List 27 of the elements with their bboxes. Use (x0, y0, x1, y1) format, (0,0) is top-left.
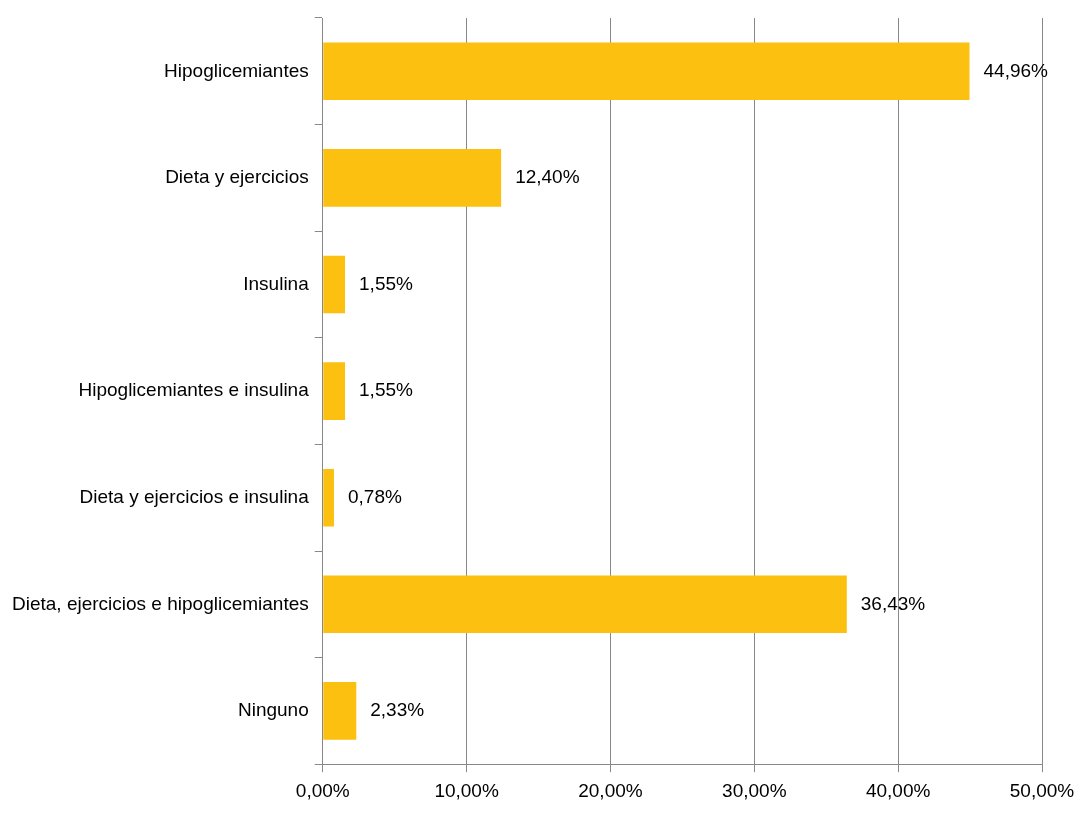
data-label: 12,40% (515, 166, 580, 188)
x-tick-label: 0,00% (295, 779, 350, 801)
data-label: 0,78% (347, 485, 402, 507)
y-tick-label: Dieta y ejercicios (165, 166, 309, 188)
data-label: 1,55% (359, 272, 414, 294)
x-tick-label: 30,00% (722, 779, 787, 801)
bar (323, 255, 346, 314)
data-label: 36,43% (860, 592, 926, 614)
y-tick-label: Dieta y ejercicios e insulina (79, 485, 310, 507)
bar (323, 575, 847, 634)
x-tick-label: 50,00% (1009, 779, 1075, 801)
data-label: 2,33% (370, 699, 425, 721)
x-tick-label: 10,00% (434, 779, 499, 801)
y-tick-label: Dieta, ejercicios e hipoglicemiantes (11, 592, 309, 614)
y-tick-label: Hipoglicemiantes e insulina (78, 379, 310, 401)
bar (323, 362, 346, 420)
y-tick-label: Hipoglicemiantes (164, 59, 309, 81)
data-label: 44,96% (983, 59, 1049, 81)
bar (323, 42, 970, 101)
x-tick-label: 20,00% (578, 779, 643, 801)
y-tick-label: Insulina (243, 272, 310, 294)
y-tick-label: Ninguno (237, 699, 309, 721)
data-label: 1,55% (359, 379, 414, 401)
bar (323, 682, 357, 740)
bar (323, 468, 334, 527)
bar (323, 149, 502, 207)
x-tick-label: 40,00% (865, 779, 931, 801)
